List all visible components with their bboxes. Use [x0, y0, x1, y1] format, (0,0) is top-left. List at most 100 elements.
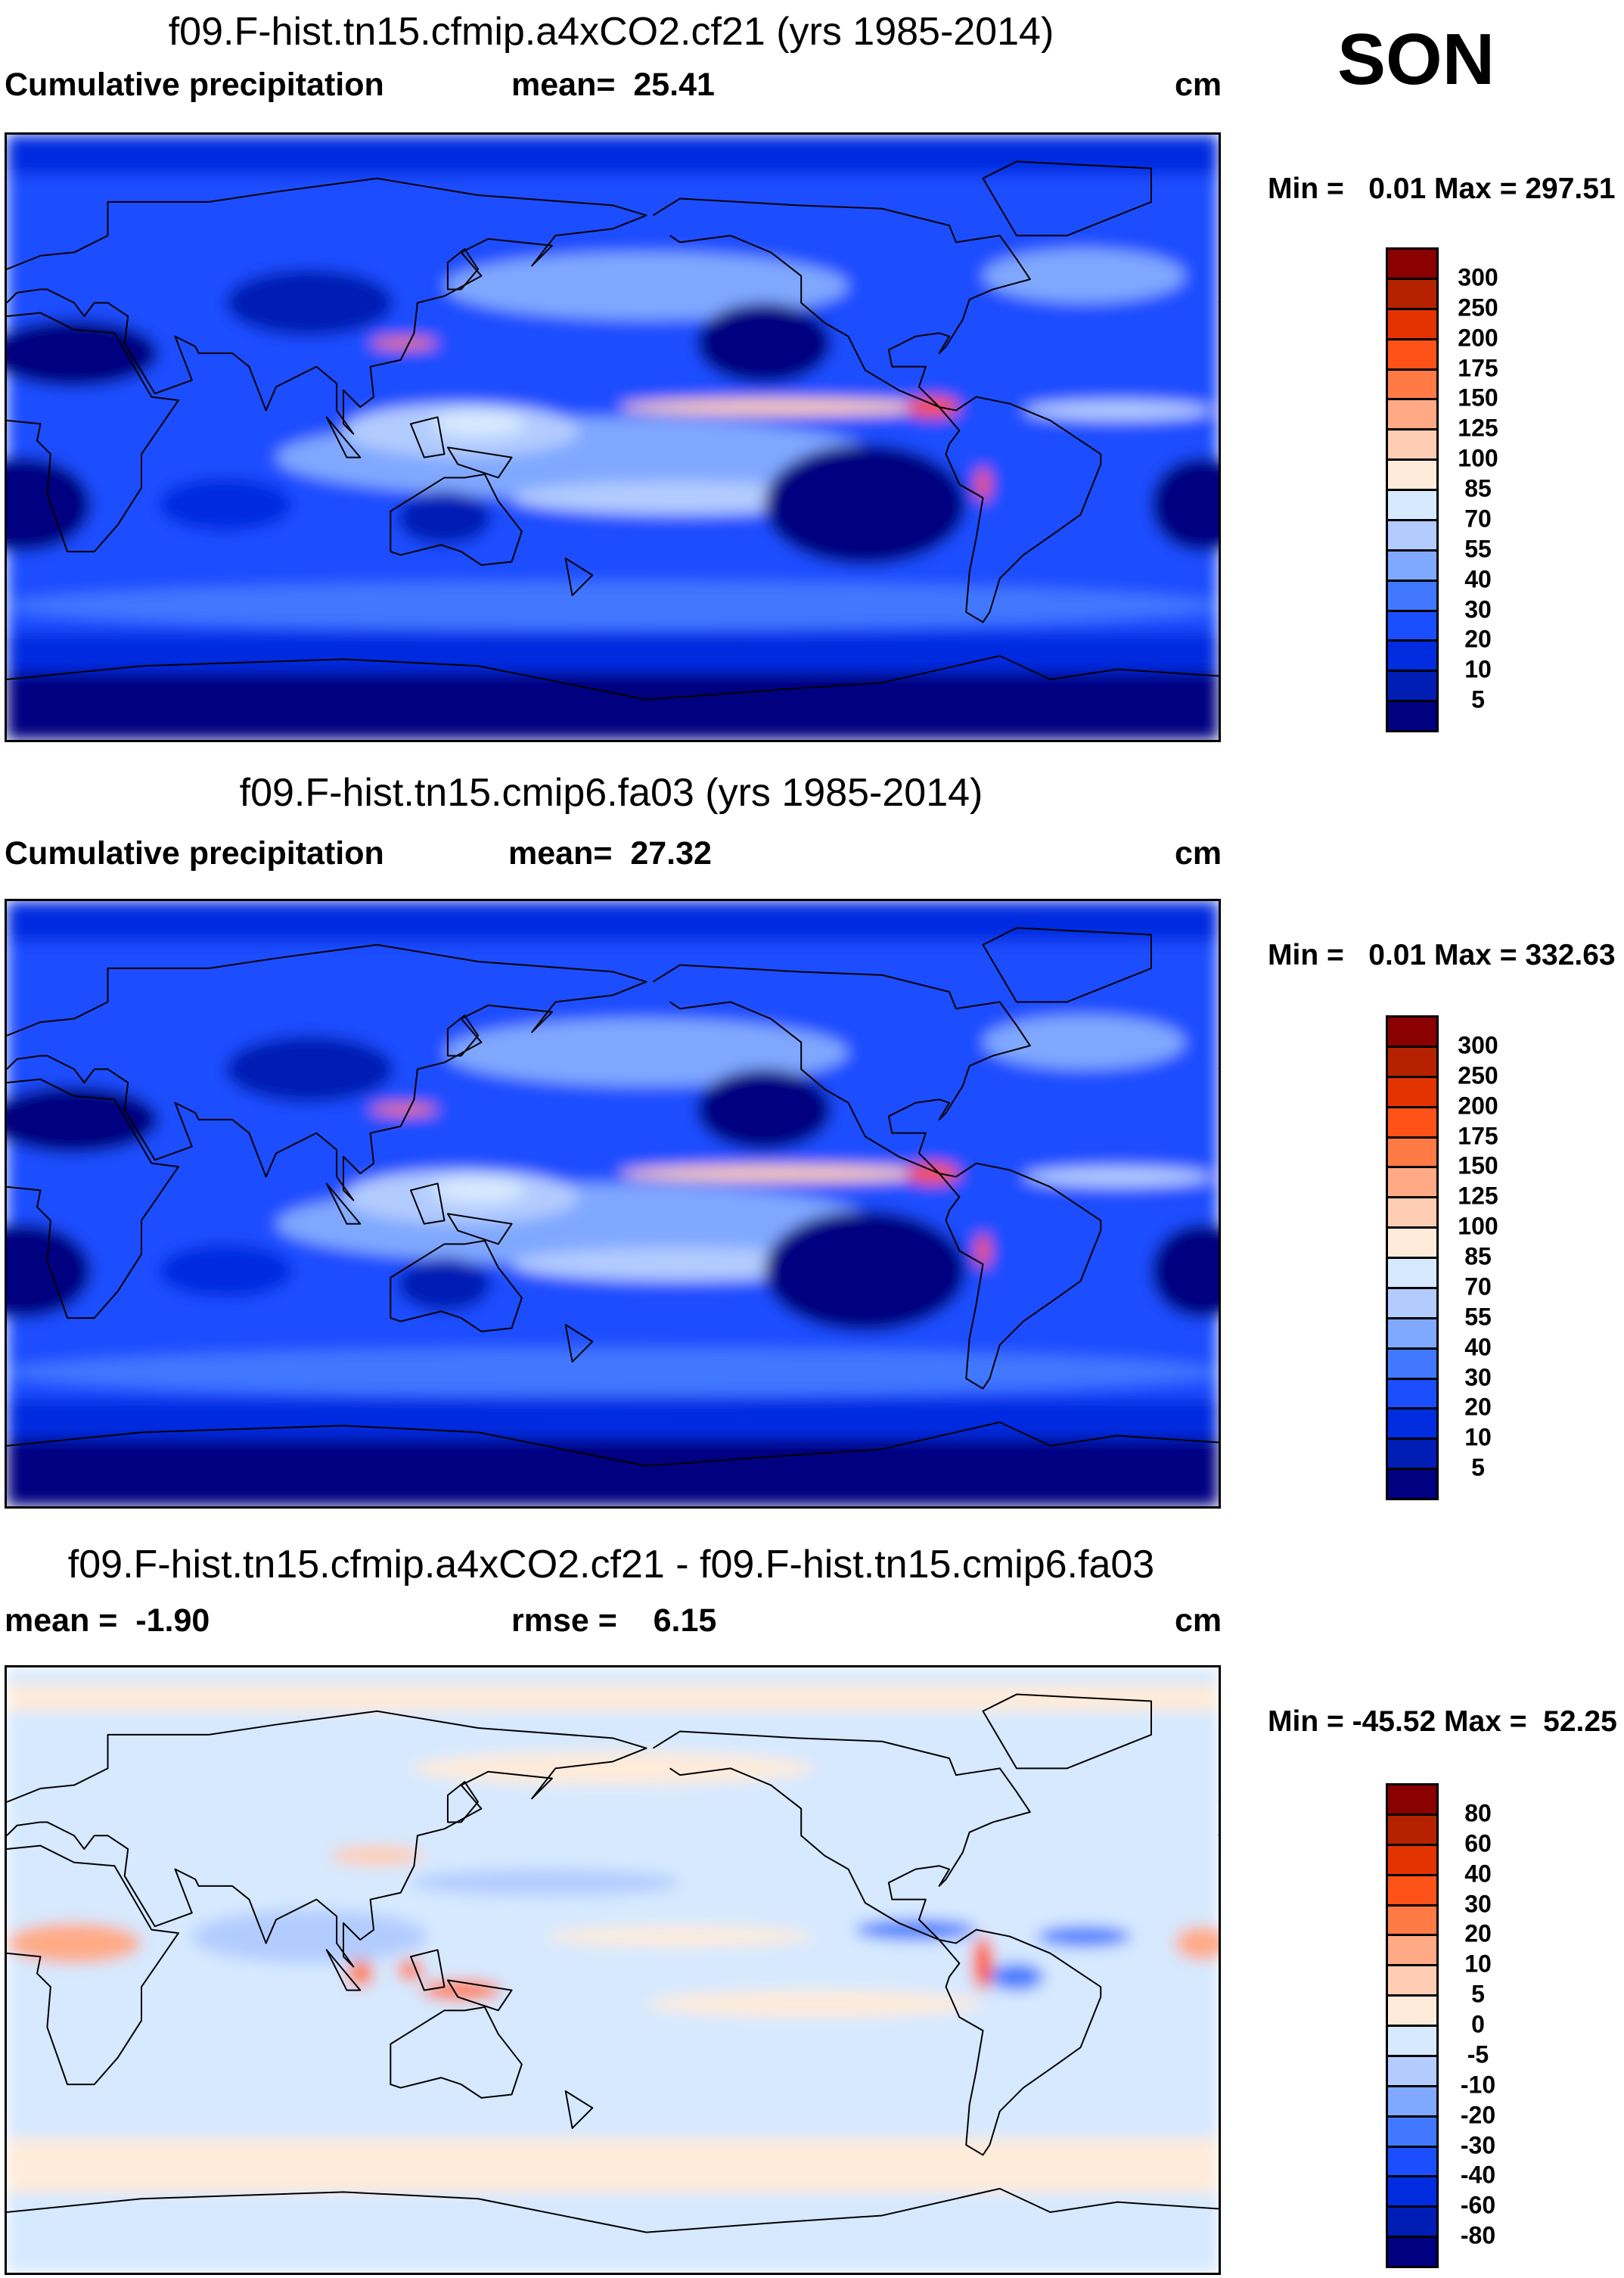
colorbar-label: 40 [1464, 1333, 1492, 1361]
colorbar-box [1386, 1226, 1439, 1259]
center-stat-label: mean= 25.41 [511, 67, 715, 103]
colorbar-box [1386, 518, 1439, 552]
colorbar-box [1386, 1783, 1439, 1816]
colorbar-label: 10 [1464, 655, 1492, 683]
colorbar-label: 60 [1464, 1829, 1492, 1857]
precipitation-map [5, 1665, 1221, 2275]
colorbar-box [1386, 458, 1439, 491]
colorbar-label: 70 [1464, 1273, 1492, 1301]
colorbar-box [1386, 1964, 1439, 1997]
left-label: Cumulative precipitation [5, 835, 384, 872]
colorbar-box [1386, 1136, 1439, 1169]
colorbar-box [1386, 428, 1439, 462]
colorbar-box [1386, 247, 1439, 280]
coastlines [7, 1693, 1219, 2233]
colorbar-label: 30 [1464, 595, 1492, 623]
colorbar-box [1386, 579, 1439, 612]
colorbar-label: -60 [1460, 2191, 1496, 2219]
colorbar-label: 55 [1464, 1303, 1492, 1331]
units-label: cm [1175, 67, 1222, 103]
left-label: Cumulative precipitation [5, 67, 384, 103]
colorbar-box [1386, 1257, 1439, 1289]
panel-title: f09.F-hist.tn15.cmip6.fa03 (yrs 1985-201… [239, 771, 983, 815]
colorbar-box [1386, 670, 1439, 703]
colorbar-label: 5 [1471, 1980, 1485, 2008]
colorbar-box [1386, 1166, 1439, 1199]
colorbar-box [1386, 1934, 1439, 1967]
units-label: cm [1175, 1602, 1222, 1639]
colorbar-box [1386, 1015, 1439, 1048]
colorbar-box [1386, 1437, 1439, 1471]
colorbar: 300 250 200 175 150 125 100 85 70 55 40 30 20 10 5 [1386, 1015, 1498, 1500]
colorbar-box [1386, 1813, 1439, 1846]
colorbar-label: 40 [1464, 1860, 1492, 1888]
colorbar-label: 125 [1458, 1182, 1498, 1210]
colorbar-box [1386, 1468, 1439, 1500]
colorbar-box [1386, 1904, 1439, 1937]
colorbar-box [1386, 2175, 1439, 2208]
colorbar-label: -80 [1460, 2221, 1496, 2249]
colorbar-box [1386, 2115, 1439, 2148]
colorbar-box [1386, 2084, 1439, 2118]
colorbar-box [1386, 2205, 1439, 2239]
colorbar-label: 5 [1471, 685, 1485, 713]
colorbar-box [1386, 368, 1439, 401]
left-label: mean = -1.90 [5, 1602, 210, 1639]
colorbar-box [1386, 1196, 1439, 1229]
colorbar-label: 100 [1458, 1212, 1498, 1240]
colorbar-label: 10 [1464, 1950, 1492, 1978]
colorbar-box [1386, 337, 1439, 371]
colorbar-label: -40 [1460, 2161, 1496, 2189]
colorbar-label: 20 [1464, 1393, 1492, 1421]
min-max-label: Min = 0.01 Max = 297.51 [1268, 172, 1616, 205]
colorbar-box [1386, 398, 1439, 431]
colorbar-label: -30 [1460, 2131, 1496, 2158]
colorbar-label: 250 [1458, 1061, 1498, 1089]
colorbar-box [1386, 2236, 1439, 2268]
colorbar-box [1386, 609, 1439, 642]
colorbar-label: 30 [1464, 1363, 1492, 1391]
colorbar-label: -20 [1460, 2101, 1496, 2129]
map-svg [7, 135, 1219, 740]
precipitation-map [5, 899, 1221, 1509]
season-label: SON [1337, 19, 1495, 100]
panel-title: f09.F-hist.tn15.cfmip.a4xCO2.cf21 (yrs 1… [168, 10, 1054, 54]
colorbar-label: 55 [1464, 535, 1492, 563]
contour-field [7, 901, 1219, 1506]
colorbar-label: 40 [1464, 565, 1492, 593]
colorbar-box [1386, 489, 1439, 521]
colorbar-box [1386, 2025, 1439, 2057]
coastlines [7, 160, 1219, 701]
contour-field [7, 135, 1219, 740]
colorbar-label: 20 [1464, 1919, 1492, 1947]
colorbar-box [1386, 1316, 1439, 1350]
colorbar-label: 200 [1458, 1092, 1498, 1120]
colorbar-box [1386, 700, 1439, 732]
center-stat-label: mean= 27.32 [508, 835, 712, 872]
colorbar: 300 250 200 175 150 125 100 85 70 55 40 30 20 10 5 [1386, 247, 1498, 732]
colorbar-label: 5 [1471, 1453, 1485, 1481]
colorbar-box [1386, 1045, 1439, 1078]
panel-title: f09.F-hist.tn15.cfmip.a4xCO2.cf21 - f09.… [67, 1543, 1155, 1587]
coastlines [7, 927, 1219, 1467]
colorbar-label: 0 [1471, 2010, 1485, 2038]
colorbar-label: 100 [1458, 444, 1498, 472]
min-max-label: Min = 0.01 Max = 332.63 [1268, 939, 1616, 971]
min-max-label: Min = -45.52 Max = 52.25 [1268, 1705, 1617, 1738]
map-svg [7, 901, 1219, 1506]
colorbar-box [1386, 2145, 1439, 2178]
colorbar-label: 70 [1464, 505, 1492, 533]
colorbar-label: 125 [1458, 414, 1498, 442]
colorbar-box [1386, 1407, 1439, 1440]
colorbar-box [1386, 1075, 1439, 1108]
colorbar-label: 85 [1464, 474, 1492, 502]
colorbar-box [1386, 1105, 1439, 1139]
colorbar-label: 250 [1458, 294, 1498, 322]
colorbar-label: 10 [1464, 1423, 1492, 1451]
colorbar-label: 300 [1458, 1031, 1498, 1059]
colorbar-label: 175 [1458, 1122, 1498, 1149]
colorbar-label: 150 [1458, 1151, 1498, 1179]
colorbar-label: 85 [1464, 1242, 1492, 1270]
colorbar-label: -10 [1460, 2071, 1496, 2099]
center-stat-label: rmse = 6.15 [511, 1602, 717, 1639]
